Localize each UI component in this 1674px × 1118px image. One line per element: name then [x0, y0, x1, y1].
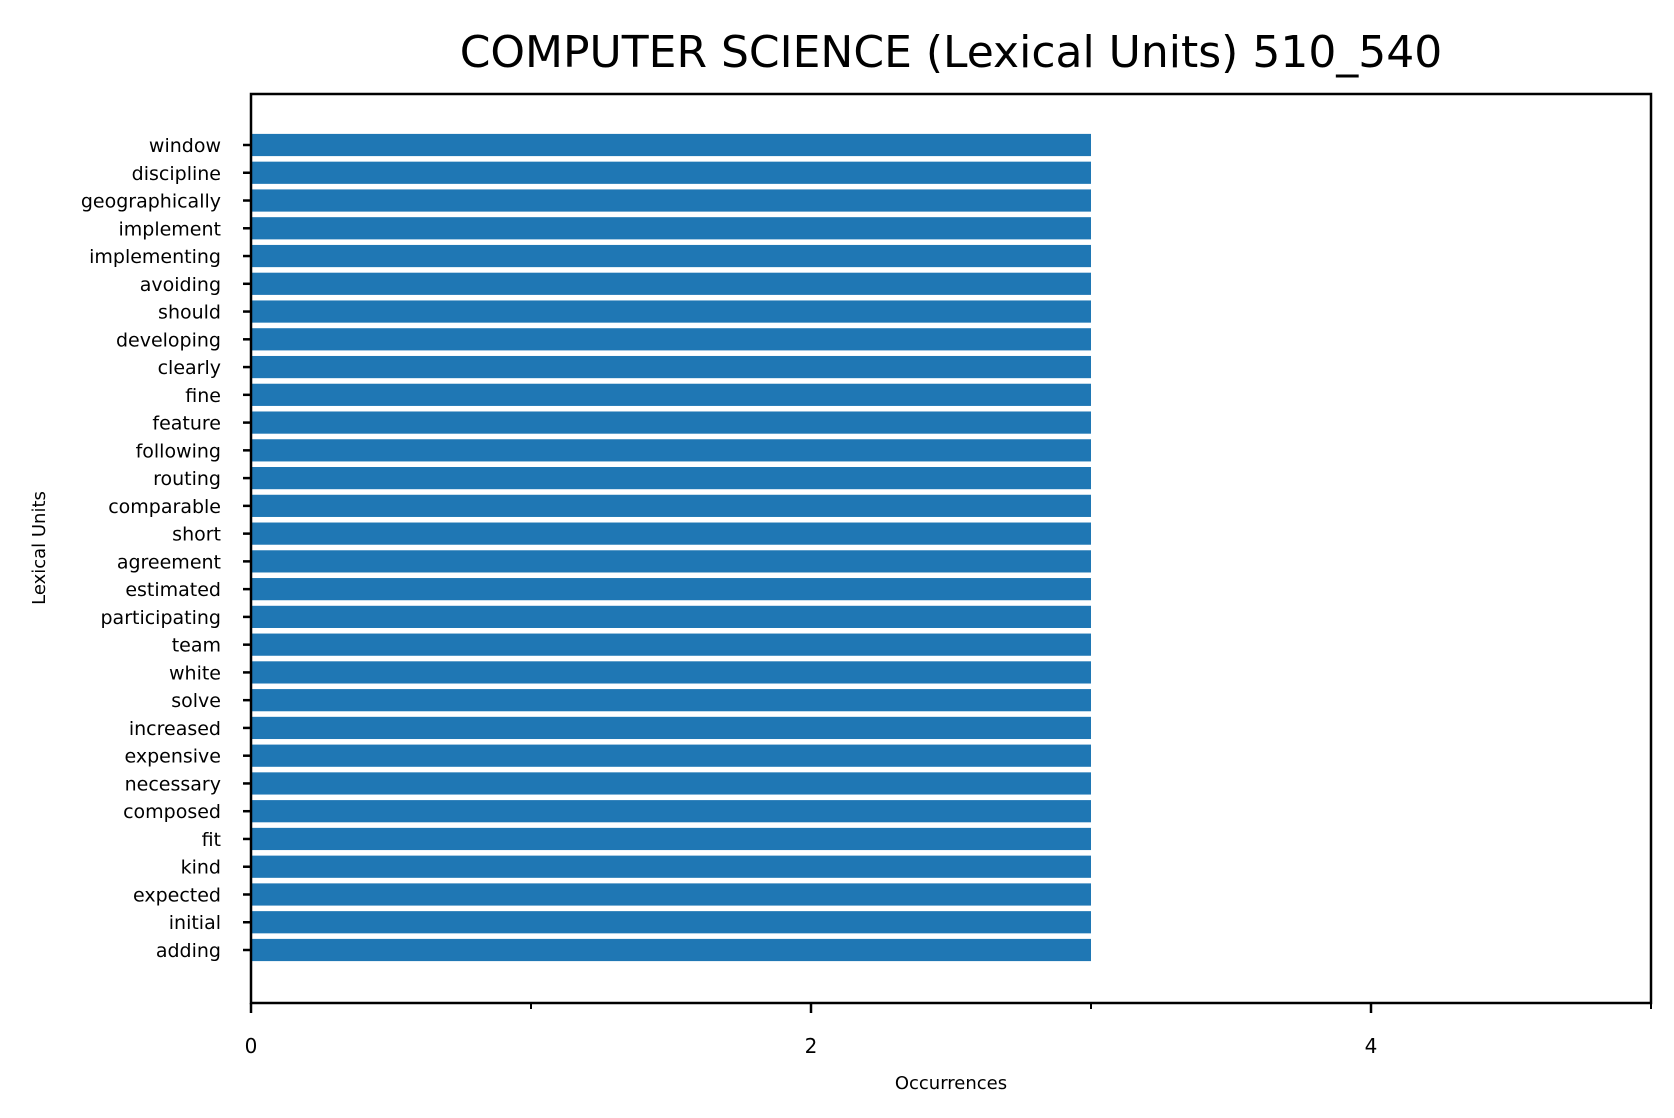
bar-feature	[251, 411, 1091, 434]
bar-expensive	[251, 744, 1091, 767]
bar-estimated	[251, 578, 1091, 601]
bar-geographically	[251, 189, 1091, 212]
y-tick-label-team: team	[172, 635, 221, 657]
y-tick-label-participating: participating	[100, 607, 221, 629]
x-axis-ticks: 0 2 4	[245, 1003, 1652, 1058]
y-tick-label-kind: kind	[181, 857, 221, 879]
y-tick-label-comparable: comparable	[108, 496, 221, 518]
y-axis-ticks: windowdisciplinegeographicallyimplementi…	[81, 135, 251, 962]
bar-agreement	[251, 550, 1091, 573]
y-tick-label-discipline: discipline	[132, 163, 221, 185]
bar-routing	[251, 467, 1091, 490]
y-tick-label-implementing: implementing	[89, 246, 221, 268]
bar-fine	[251, 383, 1091, 406]
bar-solve	[251, 689, 1091, 712]
y-tick-label-following: following	[136, 440, 221, 462]
y-tick-label-window: window	[149, 135, 221, 157]
bar-participating	[251, 605, 1091, 628]
y-tick-label-fit: fit	[202, 829, 221, 851]
y-tick-label-expected: expected	[133, 884, 221, 906]
bar-should	[251, 300, 1091, 323]
bar-short	[251, 522, 1091, 545]
y-tick-label-initial: initial	[169, 912, 221, 934]
bar-following	[251, 439, 1091, 462]
x-axis-label: Occurrences	[895, 1073, 1007, 1094]
y-tick-label-composed: composed	[123, 801, 221, 823]
y-tick-label-clearly: clearly	[158, 357, 221, 379]
x-tick-label-0: 0	[245, 1034, 258, 1058]
chart-title: COMPUTER SCIENCE (Lexical Units) 510_540	[460, 27, 1443, 78]
y-tick-label-avoiding: avoiding	[140, 274, 221, 296]
bar-avoiding	[251, 272, 1091, 295]
y-tick-label-agreement: agreement	[117, 551, 221, 573]
y-tick-label-developing: developing	[116, 329, 221, 351]
bar-team	[251, 633, 1091, 656]
y-tick-label-white: white	[169, 662, 221, 684]
bar-necessary	[251, 772, 1091, 795]
bar-implementing	[251, 244, 1091, 268]
bar-kind	[251, 855, 1091, 878]
y-axis-label: Lexical Units	[29, 491, 50, 605]
y-tick-label-expensive: expensive	[124, 746, 221, 768]
y-tick-label-geographically: geographically	[81, 191, 221, 213]
plot-frame	[249, 92, 1653, 1005]
x-tick-label-4: 4	[1365, 1034, 1378, 1058]
bar-fit	[251, 827, 1091, 851]
y-tick-label-increased: increased	[129, 718, 221, 740]
y-tick-label-adding: adding	[156, 940, 221, 962]
bar-expected	[251, 883, 1091, 906]
y-tick-label-necessary: necessary	[125, 773, 221, 795]
bar-implement	[251, 217, 1091, 240]
x-tick-label-2: 2	[805, 1034, 818, 1058]
y-tick-label-should: should	[158, 302, 221, 324]
bar-initial	[251, 911, 1091, 934]
bar-window	[251, 133, 1091, 157]
bar-discipline	[251, 161, 1091, 184]
bar-white	[251, 661, 1091, 684]
bars-group	[251, 133, 1091, 962]
bar-clearly	[251, 355, 1091, 379]
y-tick-label-routing: routing	[153, 468, 221, 490]
bar-comparable	[251, 494, 1091, 517]
y-tick-label-short: short	[172, 524, 221, 546]
bar-composed	[251, 800, 1091, 823]
y-tick-label-estimated: estimated	[125, 579, 221, 601]
y-tick-label-solve: solve	[171, 690, 221, 712]
bar-increased	[251, 716, 1091, 740]
bar-adding	[251, 938, 1091, 962]
y-tick-label-fine: fine	[185, 385, 221, 407]
bar-developing	[251, 328, 1091, 351]
y-tick-label-implement: implement	[118, 218, 221, 240]
y-tick-label-feature: feature	[152, 413, 221, 435]
